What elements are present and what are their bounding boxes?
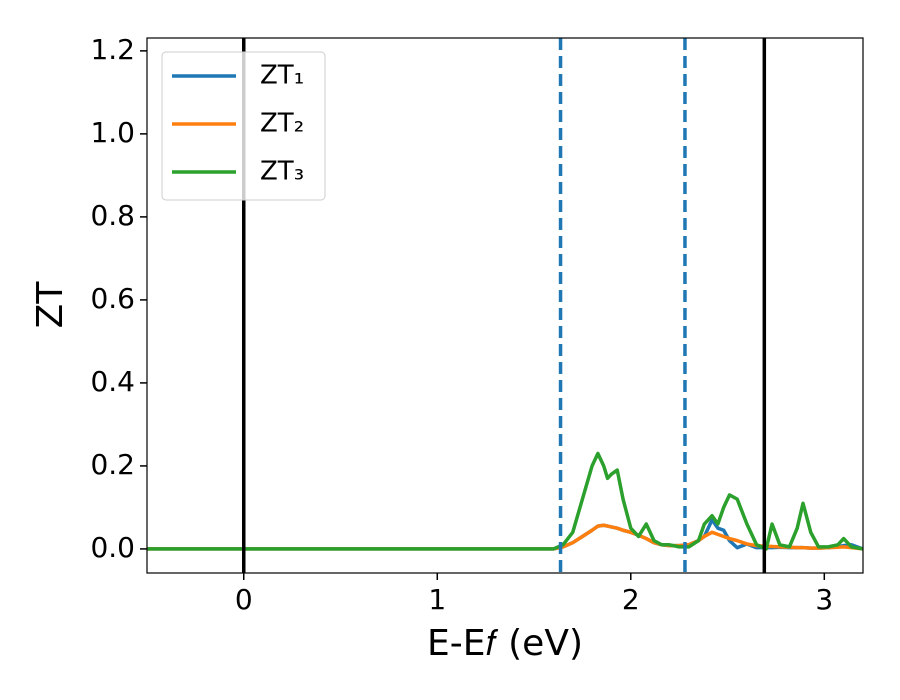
y-tick-label: 1.0 [90,116,135,149]
y-tick-label: 0.6 [90,282,135,315]
y-axis-label: ZT [30,281,71,329]
legend-label: ZT₂ [260,109,304,139]
y-tick-label: 0.8 [90,199,135,232]
series-line [147,523,863,551]
y-tick-label: 0.0 [90,531,135,564]
y-tick-label: 1.2 [90,33,135,66]
legend-frame [161,51,326,201]
y-tick-label: 0.4 [90,365,135,398]
x-axis-label: E-E𝑓 (eV) [427,623,583,664]
legend-label: ZT₁ [260,61,304,91]
plot-frame [146,37,864,574]
x-tick-label: 3 [815,583,833,616]
series-line [147,451,863,551]
x-tick-label: 0 [235,583,253,616]
legend-label: ZT₃ [260,157,304,187]
y-tick-label: 0.2 [90,448,135,481]
x-tick-label: 1 [428,583,446,616]
x-tick-label: 2 [622,583,640,616]
